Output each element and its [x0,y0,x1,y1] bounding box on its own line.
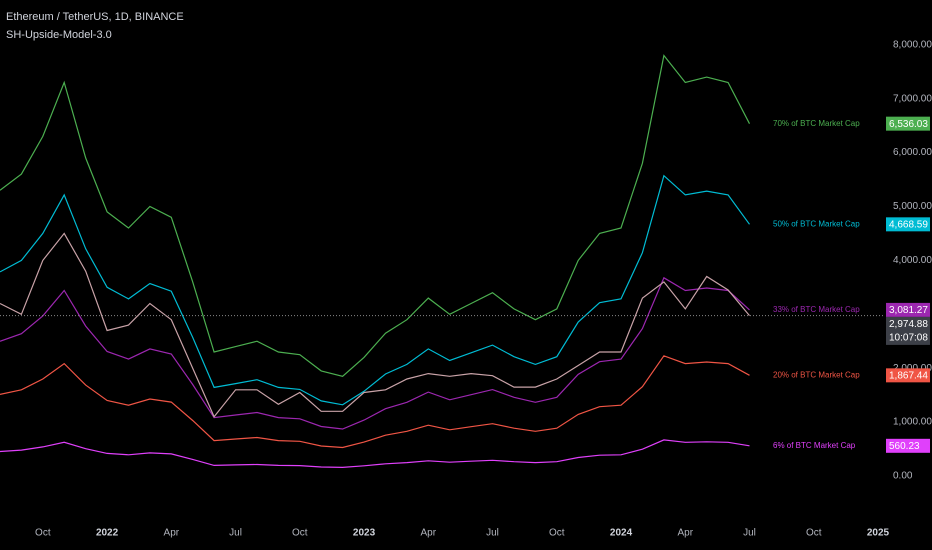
series-line [0,174,750,406]
y-tick-label: 0.00 [893,471,913,482]
price-box [886,217,930,232]
x-tick-label: Apr [677,528,693,539]
x-tick-label: Oct [549,528,565,539]
legend-label: 33% of BTC Market Cap [773,305,860,314]
legend-label: 20% of BTC Market Cap [773,370,860,379]
x-tick-label: Jul [486,528,499,539]
x-tick-label: Apr [421,528,437,539]
series-line [0,355,750,449]
x-tick-label: Jul [743,528,756,539]
x-tick-label: 2024 [610,528,633,539]
legend-label: 50% of BTC Market Cap [773,219,860,228]
y-tick-label: 5,000.00 [893,201,932,212]
y-tick-label: 1,000.00 [893,417,932,428]
y-tick-label: 4,000.00 [893,255,932,266]
x-tick-label: Oct [292,528,308,539]
x-tick-label: Apr [164,528,180,539]
series-line [0,54,751,377]
chart-title: Ethereum / TetherUS, 1D, BINANCE [6,11,184,23]
y-tick-label: 8,000.00 [893,39,932,50]
price-box [886,302,930,317]
price-box [886,368,930,383]
y-tick-label: 2,000.00 [893,363,932,374]
price-box-label: 6,536.03 [889,119,928,130]
price-box-label: 1,867.44 [889,370,928,381]
countdown-label: 10:07:08 [889,333,928,344]
price-box [886,116,930,131]
x-tick-label: Oct [806,528,822,539]
legend-label: 70% of BTC Market Cap [773,119,860,128]
y-tick-label: 7,000.00 [893,93,932,104]
legend-label: 6% of BTC Market Cap [773,441,856,450]
y-tick-label: 6,000.00 [893,147,932,158]
price-box-label: 3,081.27 [889,305,928,316]
x-tick-label: 2025 [867,528,890,539]
series-line [0,232,750,418]
series-line [0,276,750,430]
chart-subtitle: SH-Upside-Model-3.0 [6,29,112,41]
price-box [886,438,930,453]
x-tick-label: 2023 [353,528,376,539]
price-box [886,316,930,345]
series-line [0,439,750,469]
price-box-label: 2,974.88 [889,319,928,330]
x-tick-label: 2022 [96,528,119,539]
x-tick-label: Jul [229,528,242,539]
x-tick-label: Oct [35,528,51,539]
price-box-label: 4,668.59 [889,219,928,230]
price-box-label: 560.23 [889,441,920,452]
